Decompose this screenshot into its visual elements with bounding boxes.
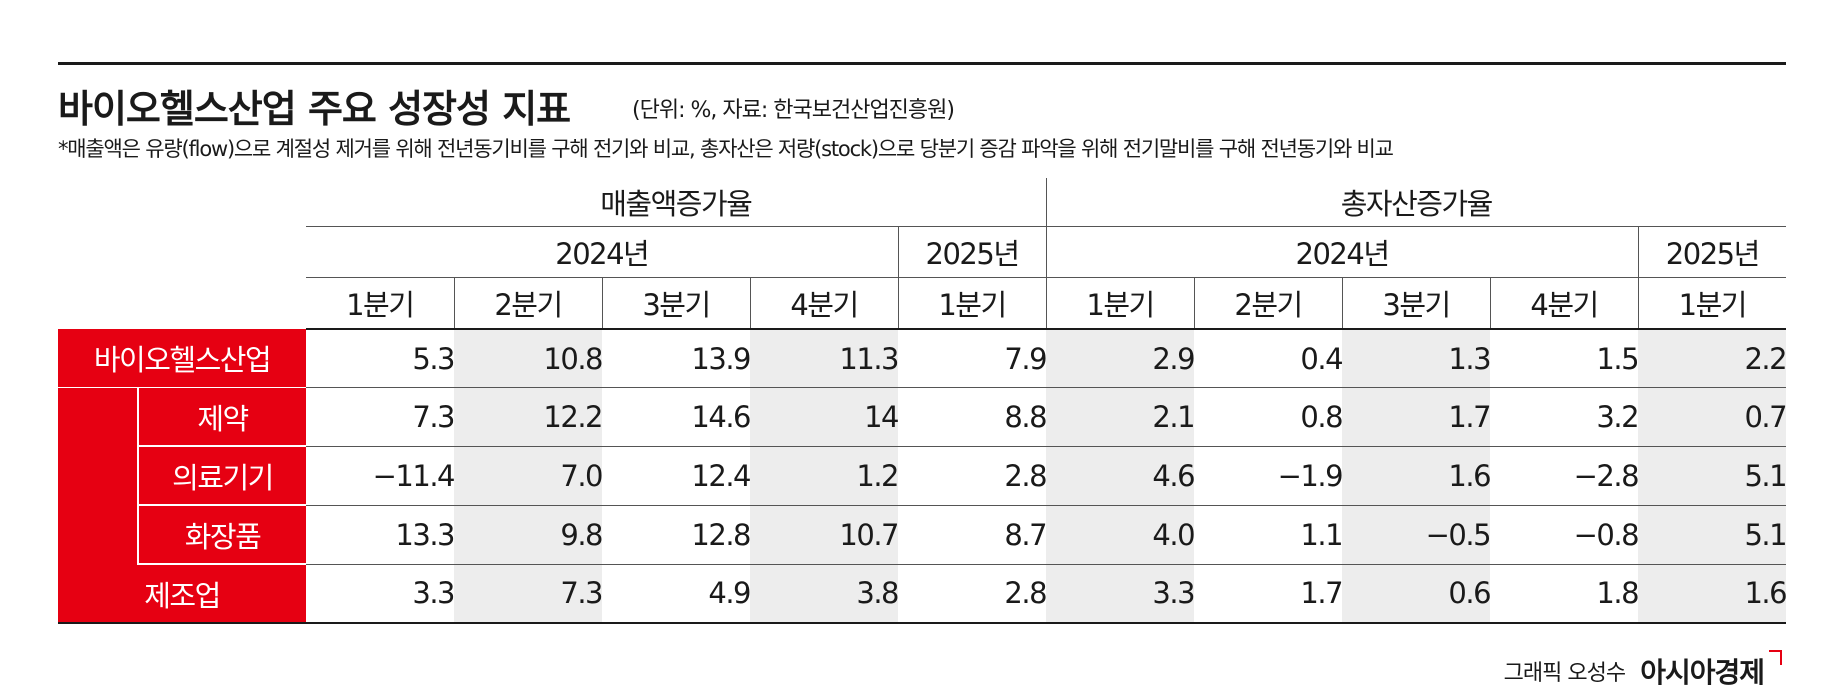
header-blank	[58, 278, 306, 330]
year-header: 2025년	[1637, 226, 1787, 278]
table-cell: 2.9	[1046, 329, 1196, 388]
table-cell: 3.8	[750, 564, 900, 624]
indicator-table: 매출액증가율 총자산증가율 2024년 2025년 2024년 2025년 1분…	[58, 178, 1788, 624]
table-cell: 12.8	[602, 505, 752, 565]
table-cell: 2.8	[898, 446, 1048, 506]
table-row: 화장품 13.3 9.8 12.8 10.7 8.7 4.0 1.1 −0.5 …	[58, 505, 1788, 565]
table-cell: 13.3	[306, 505, 456, 565]
table-cell: 8.8	[898, 387, 1048, 447]
table-cell: 1.2	[750, 446, 900, 506]
logo-mark-icon	[1769, 650, 1782, 665]
table-row: 의료기기 −11.4 7.0 12.4 1.2 2.8 4.6 −1.9 1.6…	[58, 446, 1788, 506]
table-cell: 0.8	[1194, 387, 1344, 447]
table-cell: 1.6	[1342, 446, 1492, 506]
group-header-sales: 매출액증가율	[306, 178, 1047, 227]
table-cell: 0.7	[1638, 387, 1788, 447]
quarter-header: 4분기	[1489, 277, 1639, 330]
table-cell: 4.0	[1046, 505, 1196, 565]
table-cell: 11.3	[750, 329, 900, 388]
table-row: 제조업 3.3 7.3 4.9 3.8 2.8 3.3 1.7 0.6 1.8 …	[58, 564, 1788, 624]
year-header: 2024년	[306, 226, 898, 278]
quarter-header: 3분기	[1341, 277, 1491, 330]
table-cell: −0.5	[1342, 505, 1492, 565]
row-label-indent	[58, 387, 138, 446]
table-cell: 3.3	[1046, 564, 1196, 624]
quarter-header: 2분기	[453, 277, 602, 330]
table-cell: 10.7	[750, 505, 900, 565]
table-cell: 4.9	[602, 564, 752, 624]
table-cell: 14.6	[602, 387, 752, 447]
table-cell: 0.4	[1194, 329, 1344, 388]
group-header-assets: 총자산증가율	[1045, 178, 1787, 227]
table-cell: 3.3	[306, 564, 456, 624]
table-cell: 1.7	[1342, 387, 1492, 447]
quarter-header: 2분기	[1193, 277, 1343, 330]
table-cell: −2.8	[1490, 446, 1640, 506]
quarter-header: 1분기	[306, 277, 454, 330]
row-label: 바이오헬스산업	[58, 329, 306, 388]
table-cell: 2.8	[898, 564, 1048, 624]
table-cell: 0.6	[1342, 564, 1492, 624]
table-cell: 1.3	[1342, 329, 1492, 388]
credit: 그래픽 오성수 아시아경제	[1503, 651, 1765, 691]
table-cell: 10.8	[454, 329, 604, 388]
table-cell: 4.6	[1046, 446, 1196, 506]
table-cell: 5.1	[1638, 505, 1788, 565]
header-blank	[58, 178, 306, 227]
table-cell: 7.3	[306, 387, 456, 447]
quarter-header: 1분기	[1637, 277, 1787, 330]
table-cell: 7.9	[898, 329, 1048, 388]
row-label: 제약	[137, 387, 306, 447]
footnote: *매출액은 유량(flow)으로 계절성 제거를 위해 전년동기비를 구해 전기…	[58, 137, 1394, 161]
row-label-indent	[58, 446, 138, 505]
table-cell: 12.4	[602, 446, 752, 506]
top-rule	[58, 62, 1786, 65]
row-label-indent	[58, 505, 138, 564]
row-label: 화장품	[137, 505, 306, 565]
table-cell: 1.1	[1194, 505, 1344, 565]
row-label: 제조업	[58, 564, 306, 624]
table-cell: 8.7	[898, 505, 1048, 565]
table-cell: 7.3	[454, 564, 604, 624]
quarter-header: 1분기	[897, 277, 1047, 330]
table-row: 바이오헬스산업 5.3 10.8 13.9 11.3 7.9 2.9 0.4 1…	[58, 329, 1788, 388]
page-title: 바이오헬스산업 주요 성장성 지표	[58, 87, 571, 131]
table-cell: 1.5	[1490, 329, 1640, 388]
table-cell: −0.8	[1490, 505, 1640, 565]
table-cell: 13.9	[602, 329, 752, 388]
table-cell: 1.8	[1490, 564, 1640, 624]
table-cell: 7.0	[454, 446, 604, 506]
row-label: 의료기기	[137, 446, 306, 506]
graphic-credit: 그래픽 오성수	[1503, 661, 1626, 686]
quarter-header: 1분기	[1045, 277, 1195, 330]
table-cell: 1.6	[1638, 564, 1788, 624]
table-cell: 1.7	[1194, 564, 1344, 624]
table-cell: 9.8	[454, 505, 604, 565]
table-cell: 5.3	[306, 329, 456, 388]
table-cell: −11.4	[306, 446, 456, 506]
table-cell: 5.1	[1638, 446, 1788, 506]
table-cell: 2.1	[1046, 387, 1196, 447]
quarter-header: 3분기	[601, 277, 750, 330]
year-header: 2024년	[1045, 226, 1639, 278]
table-cell: 3.2	[1490, 387, 1640, 447]
header-blank	[58, 227, 306, 278]
table-row: 제약 7.3 12.2 14.6 14 8.8 2.1 0.8 1.7 3.2 …	[58, 387, 1788, 447]
quarter-header: 4분기	[749, 277, 898, 330]
table-cell: 2.2	[1638, 329, 1788, 388]
table-cell: −1.9	[1194, 446, 1344, 506]
table-cell: 14	[750, 387, 900, 447]
table-cell: 12.2	[454, 387, 604, 447]
year-header: 2025년	[897, 226, 1047, 278]
publisher-logo: 아시아경제	[1640, 656, 1765, 689]
unit-source-note: (단위: %, 자료: 한국보건산업진흥원)	[632, 98, 955, 123]
